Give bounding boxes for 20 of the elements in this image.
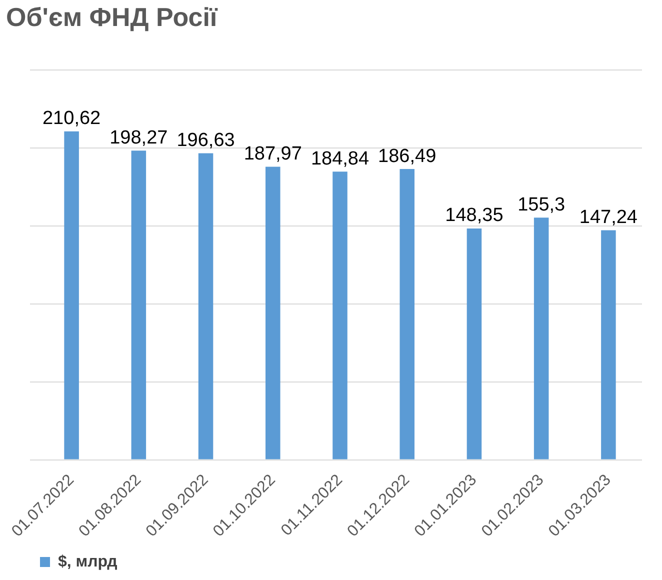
data-label: 186,49 [378, 146, 436, 167]
bar [466, 228, 482, 460]
data-label: 184,84 [310, 148, 370, 170]
bar [266, 166, 280, 460]
bar [131, 150, 146, 460]
bar [601, 230, 616, 460]
data-label: 196,63 [176, 130, 235, 151]
data-label: 187,97 [244, 143, 302, 164]
data-label: 210,62 [42, 108, 101, 130]
bar [400, 169, 414, 460]
legend-label: $, млрд [58, 553, 118, 570]
data-label: 147,24 [579, 206, 638, 228]
data-label: 155,3 [518, 194, 566, 216]
bar [332, 172, 348, 460]
data-label: 198,27 [110, 127, 168, 148]
chart-title: Об'єм ФНД Росії [6, 2, 218, 33]
data-label: 148,35 [445, 205, 504, 226]
bar [198, 153, 214, 460]
bar [534, 218, 549, 460]
bar [64, 131, 79, 460]
